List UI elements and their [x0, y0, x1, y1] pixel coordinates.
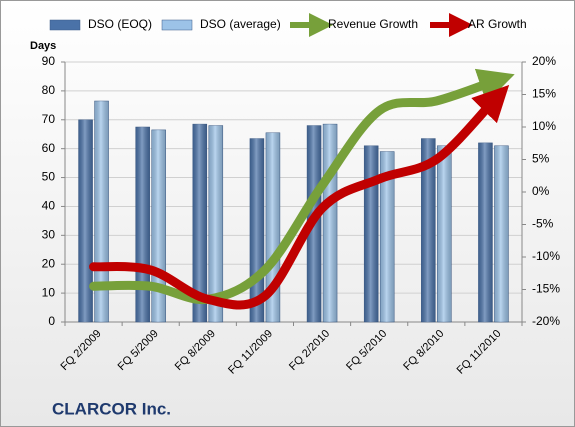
- y-tick-label: 50: [42, 170, 56, 184]
- legend-label: DSO (average): [200, 17, 281, 31]
- bar-shine: [192, 124, 207, 322]
- bar-shine: [208, 125, 223, 322]
- legend-label: DSO (EOQ): [88, 17, 152, 31]
- y-tick-label: 60: [42, 141, 56, 155]
- bar-shine: [364, 145, 379, 322]
- y-tick-label: 30: [42, 228, 56, 242]
- bar-shine: [135, 127, 150, 322]
- line: [89, 68, 515, 305]
- line: [89, 84, 510, 310]
- bar-shine: [437, 145, 452, 322]
- legend-label: AR Growth: [468, 17, 527, 31]
- chart-title: CLARCOR Inc.: [52, 399, 171, 418]
- y-tick-label: 90: [42, 54, 56, 68]
- bar-shine: [478, 142, 493, 322]
- bar-shine: [78, 119, 93, 323]
- bar-shine: [380, 151, 395, 322]
- y2-tick-label: 20%: [532, 54, 556, 68]
- y2-tick-label: -10%: [532, 249, 560, 263]
- bar-shine: [323, 124, 338, 322]
- y-tick-label: 10: [42, 285, 56, 299]
- y2-tick-label: 0%: [532, 184, 550, 198]
- y2-tick-label: 15%: [532, 87, 556, 101]
- legend-label: Revenue Growth: [328, 17, 418, 31]
- bar-shine: [421, 138, 436, 322]
- y2-tick-label: -20%: [532, 314, 560, 328]
- y2-tick-label: -5%: [532, 217, 554, 231]
- y2-tick-label: -15%: [532, 282, 560, 296]
- legend-swatch: [161, 19, 193, 31]
- y-tick-label: 40: [42, 199, 56, 213]
- y-tick-label: 20: [42, 256, 56, 270]
- bar-shine: [494, 145, 509, 322]
- y-axis-label: Days: [30, 40, 56, 52]
- y-tick-label: 80: [42, 83, 56, 97]
- legend-swatch: [49, 19, 81, 31]
- y-tick-label: 70: [42, 112, 56, 126]
- y2-tick-label: 5%: [532, 152, 550, 166]
- y-tick-label: 0: [48, 314, 55, 328]
- y2-tick-label: 10%: [532, 119, 556, 133]
